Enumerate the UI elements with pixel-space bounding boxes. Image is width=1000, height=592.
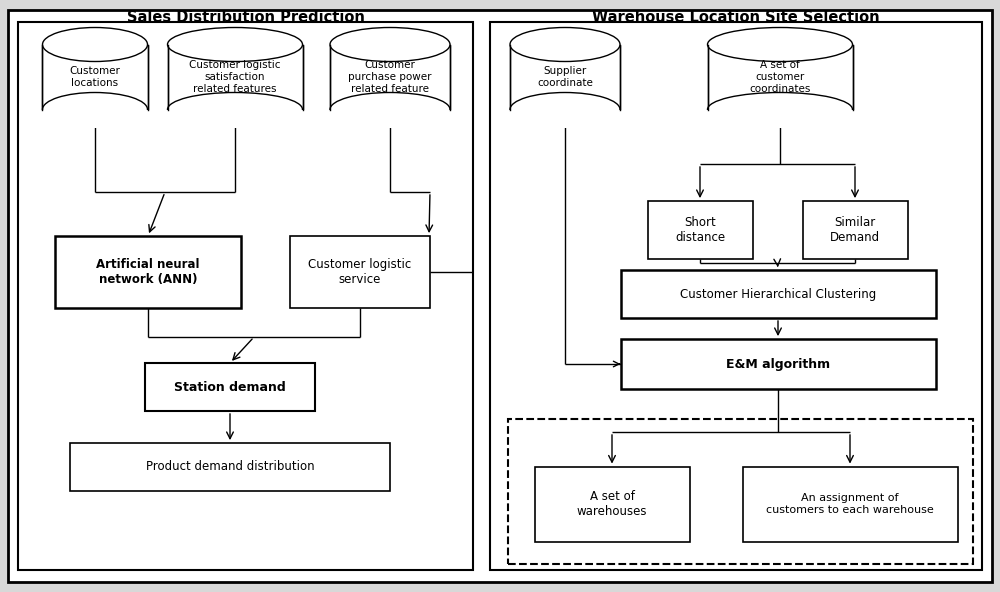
Bar [508, 419, 973, 564]
Text: Customer logistic
service: Customer logistic service [308, 258, 412, 286]
Bar [510, 44, 620, 110]
Bar [70, 443, 390, 491]
Text: Product demand distribution: Product demand distribution [146, 461, 314, 474]
Bar [648, 201, 753, 259]
Bar [620, 270, 936, 318]
Ellipse shape [330, 27, 450, 62]
Text: A set of
warehouses: A set of warehouses [577, 490, 647, 518]
Text: Customer logistic
satisfaction
related features: Customer logistic satisfaction related f… [189, 60, 281, 94]
Text: Artificial neural
network (ANN): Artificial neural network (ANN) [96, 258, 200, 286]
Bar [742, 466, 958, 542]
Bar [40, 110, 150, 127]
Text: Sales Distribution Prediction: Sales Distribution Prediction [127, 9, 365, 24]
Ellipse shape [708, 27, 852, 62]
Text: E&M algorithm: E&M algorithm [726, 358, 830, 371]
Bar [328, 110, 452, 127]
Text: Supplier
coordinate: Supplier coordinate [537, 66, 593, 88]
Bar [802, 201, 908, 259]
Bar [145, 363, 315, 411]
Text: A set of
customer
coordinates: A set of customer coordinates [749, 60, 811, 94]
Text: Customer
purchase power
related feature: Customer purchase power related feature [348, 60, 432, 94]
Bar [490, 22, 982, 570]
Text: Warehouse Location Site Selection: Warehouse Location Site Selection [592, 9, 880, 24]
Ellipse shape [708, 92, 852, 127]
Bar [290, 236, 430, 308]
Ellipse shape [42, 27, 148, 62]
Ellipse shape [42, 92, 148, 127]
Bar [508, 110, 622, 127]
Ellipse shape [330, 92, 450, 127]
Bar [166, 110, 304, 127]
Bar [534, 466, 690, 542]
Ellipse shape [510, 27, 620, 62]
Text: An assignment of
customers to each warehouse: An assignment of customers to each wareh… [766, 493, 934, 515]
Text: Short
distance: Short distance [675, 216, 725, 244]
Bar [330, 44, 450, 110]
Bar [706, 110, 854, 127]
Bar [42, 44, 148, 110]
Bar [55, 236, 241, 308]
Bar [708, 44, 852, 110]
Ellipse shape [168, 92, 302, 127]
Ellipse shape [510, 92, 620, 127]
Text: Similar
Demand: Similar Demand [830, 216, 880, 244]
Text: Station demand: Station demand [174, 381, 286, 394]
Text: Customer
locations: Customer locations [70, 66, 120, 88]
Text: Customer Hierarchical Clustering: Customer Hierarchical Clustering [680, 288, 876, 301]
Bar [168, 44, 302, 110]
Ellipse shape [168, 27, 302, 62]
Bar [18, 22, 473, 570]
Bar [620, 339, 936, 389]
